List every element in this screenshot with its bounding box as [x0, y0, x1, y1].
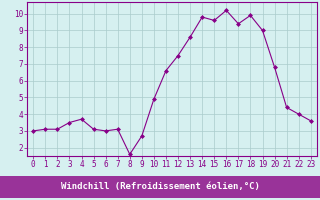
- Text: Windchill (Refroidissement éolien,°C): Windchill (Refroidissement éolien,°C): [60, 182, 260, 192]
